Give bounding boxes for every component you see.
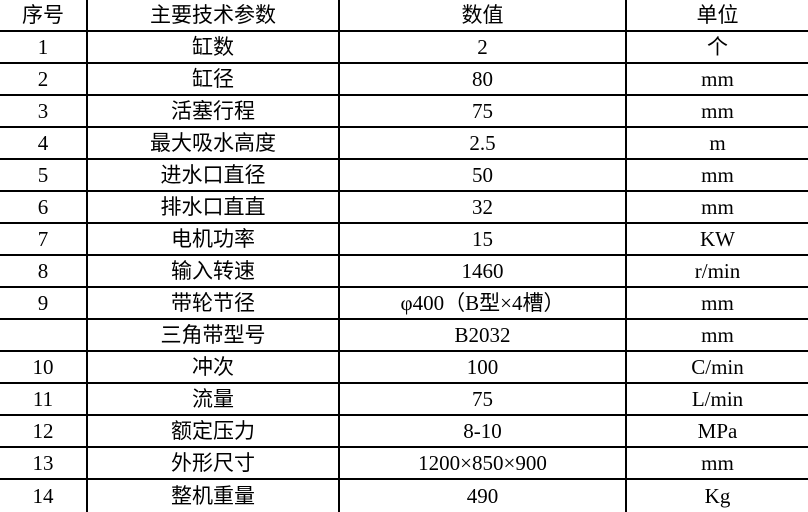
cell-unit: mm — [701, 290, 734, 315]
cell-unit: 个 — [707, 34, 728, 59]
cell-value: 75 — [340, 384, 627, 414]
table-row: 5 进水口直径 50 mm — [0, 160, 808, 192]
table-header-row: 序号 主要技术参数 数值 单位 — [0, 0, 808, 32]
cell-value: 80 — [340, 64, 627, 94]
cell-unit: C/min — [691, 354, 744, 379]
cell-value: 32 — [340, 192, 627, 222]
cell-index — [0, 320, 88, 350]
cell-parameter: 外形尺寸 — [88, 448, 340, 478]
cell-index: 5 — [0, 160, 88, 190]
cell-index: 13 — [0, 448, 88, 478]
table-row: 11 流量 75 L/min — [0, 384, 808, 416]
cell-index: 2 — [0, 64, 88, 94]
cell-value: 75 — [340, 96, 627, 126]
cell-unit: mm — [701, 194, 734, 219]
cell-parameter: 进水口直径 — [88, 160, 340, 190]
cell-unit: mm — [701, 98, 734, 123]
cell-unit: KW — [700, 226, 735, 251]
table-row: 14 整机重量 490 Kg — [0, 480, 808, 512]
cell-value: 8-10 — [340, 416, 627, 446]
cell-index: 1 — [0, 32, 88, 62]
cell-unit: mm — [701, 162, 734, 187]
table-row: 12 额定压力 8-10 MPa — [0, 416, 808, 448]
cell-parameter: 输入转速 — [88, 256, 340, 286]
cell-index: 6 — [0, 192, 88, 222]
cell-unit: mm — [701, 450, 734, 475]
cell-index: 14 — [0, 480, 88, 512]
cell-value: 15 — [340, 224, 627, 254]
table-row: 4 最大吸水高度 2.5 m — [0, 128, 808, 160]
cell-unit: MPa — [697, 418, 738, 443]
cell-parameter: 电机功率 — [88, 224, 340, 254]
table-row: 1 缸数 2 个 — [0, 32, 808, 64]
cell-parameter: 带轮节径 — [88, 288, 340, 318]
cell-index: 7 — [0, 224, 88, 254]
cell-value: 490 — [340, 480, 627, 512]
cell-value: 50 — [340, 160, 627, 190]
table-row: 9 带轮节径 φ400（B型×4槽） mm — [0, 288, 808, 320]
cell-index: 9 — [0, 288, 88, 318]
col-header-index: 序号 — [0, 0, 88, 30]
table-row: 13 外形尺寸 1200×850×900 mm — [0, 448, 808, 480]
cell-index: 4 — [0, 128, 88, 158]
cell-unit: mm — [701, 66, 734, 91]
cell-parameter: 缸径 — [88, 64, 340, 94]
cell-index: 12 — [0, 416, 88, 446]
cell-parameter: 三角带型号 — [88, 320, 340, 350]
cell-parameter: 排水口直直 — [88, 192, 340, 222]
table-row: 7 电机功率 15 KW — [0, 224, 808, 256]
cell-unit: Kg — [704, 483, 731, 508]
table-row: 三角带型号 B2032 mm — [0, 320, 808, 352]
cell-value: 1460 — [340, 256, 627, 286]
cell-unit: mm — [701, 322, 734, 347]
cell-unit: m — [709, 130, 726, 155]
cell-parameter: 缸数 — [88, 32, 340, 62]
cell-parameter: 整机重量 — [88, 480, 340, 512]
cell-index: 3 — [0, 96, 88, 126]
table-row: 10 冲次 100 C/min — [0, 352, 808, 384]
col-header-parameter: 主要技术参数 — [88, 0, 340, 30]
cell-value: φ400（B型×4槽） — [340, 288, 627, 318]
cell-parameter: 活塞行程 — [88, 96, 340, 126]
table-row: 6 排水口直直 32 mm — [0, 192, 808, 224]
cell-value: 2.5 — [340, 128, 627, 158]
cell-unit: r/min — [694, 258, 741, 283]
cell-parameter: 最大吸水高度 — [88, 128, 340, 158]
table-row: 8 输入转速 1460 r/min — [0, 256, 808, 288]
cell-unit: L/min — [691, 386, 744, 411]
table-row: 3 活塞行程 75 mm — [0, 96, 808, 128]
cell-index: 11 — [0, 384, 88, 414]
col-header-unit: 单位 — [696, 2, 739, 27]
cell-parameter: 流量 — [88, 384, 340, 414]
cell-index: 8 — [0, 256, 88, 286]
cell-parameter: 额定压力 — [88, 416, 340, 446]
cell-parameter: 冲次 — [88, 352, 340, 382]
col-header-value: 数值 — [340, 0, 627, 30]
cell-value: 1200×850×900 — [340, 448, 627, 478]
cell-value: 2 — [340, 32, 627, 62]
cell-value: B2032 — [340, 320, 627, 350]
table-row: 2 缸径 80 mm — [0, 64, 808, 96]
cell-index: 10 — [0, 352, 88, 382]
cell-value: 100 — [340, 352, 627, 382]
